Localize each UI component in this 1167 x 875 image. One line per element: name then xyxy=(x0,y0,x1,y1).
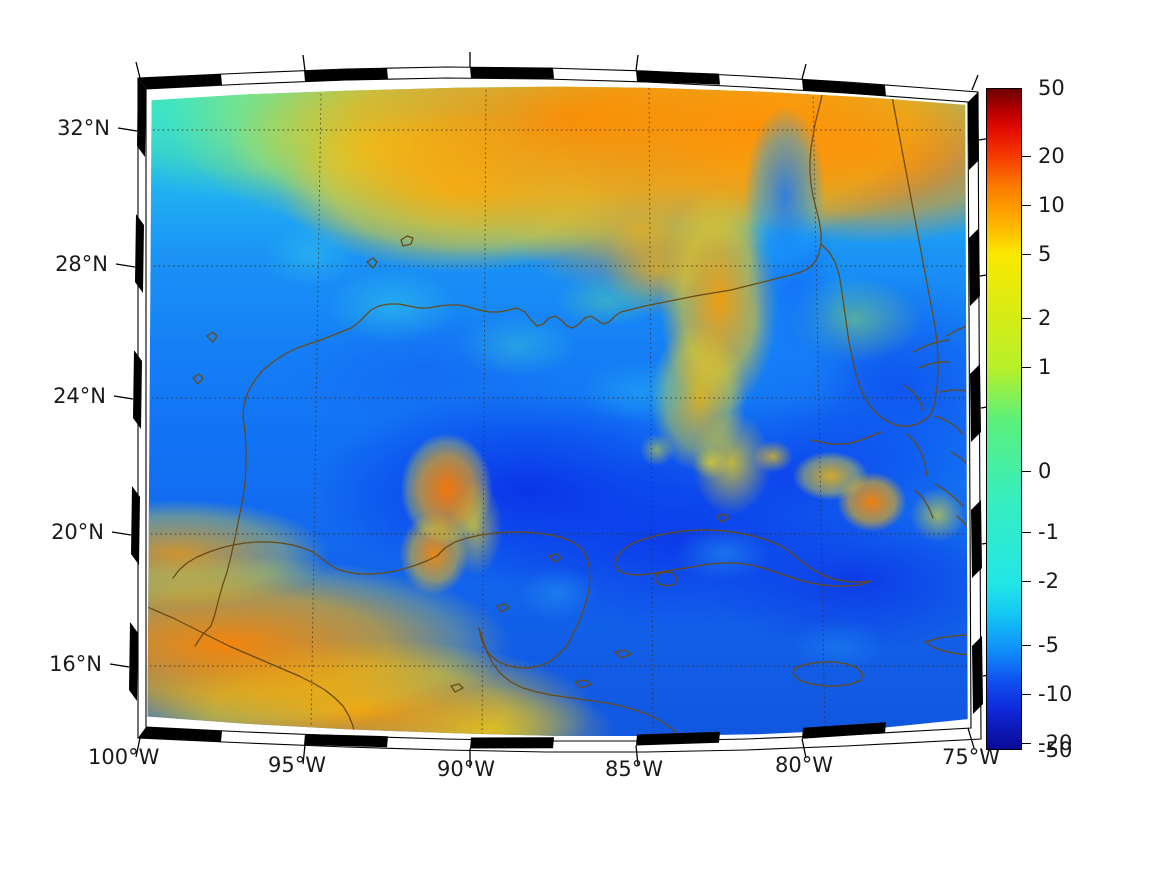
y-axis-tick-label: 16°N xyxy=(49,652,102,676)
x-axis-tick-label: 85°W xyxy=(605,757,663,781)
colorbar-tick-label: 2 xyxy=(1038,306,1052,330)
colorbar-tick-label: -2 xyxy=(1038,569,1059,593)
map-plot-area[interactable] xyxy=(147,86,968,736)
colorbar-tick-label: -5 xyxy=(1038,633,1059,657)
y-axis-tick-label: 24°N xyxy=(53,384,106,408)
colorbar-tick-label: -20 xyxy=(1038,731,1073,755)
x-axis-tick-label: 100°W xyxy=(88,745,160,769)
coastline-vectors xyxy=(147,87,968,736)
colorbar-tick-label: 20 xyxy=(1038,144,1065,168)
colorbar-tick-label: 0 xyxy=(1038,459,1052,483)
x-axis-tick-label: 95°W xyxy=(268,753,326,777)
colorbar-tick-label: 5 xyxy=(1038,242,1052,266)
x-axis-tick-label: 90°W xyxy=(437,757,495,781)
colorbar-tick-label: 50 xyxy=(1038,76,1065,100)
colorbar-tick-label: -1 xyxy=(1038,520,1059,544)
colorbar-tick-label: -50 xyxy=(1038,738,1073,762)
colorbar-gradient xyxy=(986,88,1022,750)
y-axis-tick-label: 20°N xyxy=(51,520,104,544)
x-axis-tick-label: 80°W xyxy=(775,753,833,777)
colorbar-tick-label: 1 xyxy=(1038,355,1052,379)
y-axis-tick-label: 32°N xyxy=(57,116,110,140)
colorbar-tick-label: 10 xyxy=(1038,193,1065,217)
colorbar-tick-marks xyxy=(1022,88,1036,750)
colorbar-tick-label: -10 xyxy=(1038,682,1073,706)
y-axis-tick-label: 28°N xyxy=(55,252,108,276)
